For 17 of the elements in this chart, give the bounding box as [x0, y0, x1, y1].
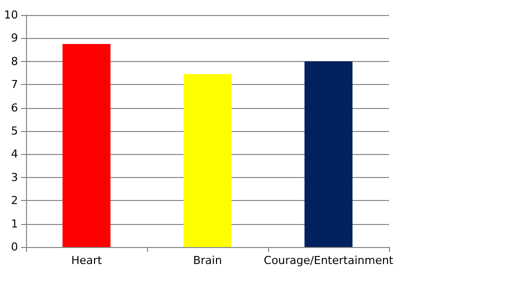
y-tick-label: 10 — [4, 8, 18, 22]
y-tick-label: 0 — [11, 240, 18, 254]
y-tick-label: 9 — [11, 32, 18, 45]
bar — [62, 44, 110, 247]
x-tick-label: Heart — [71, 254, 102, 267]
y-tick-label: 5 — [11, 124, 18, 138]
y-tick-label: 1 — [11, 217, 18, 230]
bar — [184, 74, 232, 247]
y-tick-label: 2 — [11, 194, 18, 208]
y-tick-label: 7 — [11, 78, 18, 92]
y-tick-label: 3 — [11, 170, 18, 184]
y-tick-label: 4 — [11, 148, 18, 161]
x-tick-label: Brain — [193, 254, 222, 267]
x-tick-label: Courage/Entertainment — [264, 254, 394, 267]
y-tick-label: 6 — [11, 101, 18, 114]
bar — [304, 61, 352, 247]
y-tick-label: 8 — [11, 54, 18, 68]
